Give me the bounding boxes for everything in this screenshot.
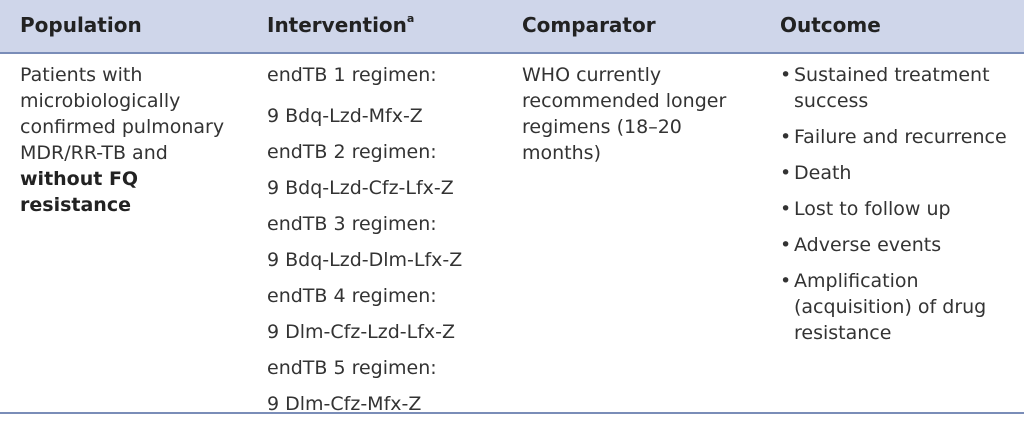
header-intervention: Interventiona xyxy=(267,12,415,37)
intervention-line: 9 Bdq-Lzd-Cfz-Lfx-Z xyxy=(267,177,454,199)
intervention-line: endTB 2 regimen: xyxy=(267,141,437,163)
intervention-line: 9 Dlm-Cfz-Mfx-Z xyxy=(267,393,422,415)
intervention-line: endTB 5 regimen: xyxy=(267,357,437,379)
outcome-item: Death xyxy=(780,160,1015,186)
intervention-line: 9 Bdq-Lzd-Dlm-Lfx-Z xyxy=(267,249,463,271)
comparator-cell: WHO currently recommended longer regimen… xyxy=(522,62,762,166)
intervention-line: 9 Bdq-Lzd-Mfx-Z xyxy=(267,105,423,127)
header-outcome: Outcome xyxy=(780,13,881,37)
intervention-line: endTB 3 regimen: xyxy=(267,213,437,235)
population-bold-text: without FQ resistance xyxy=(20,168,139,216)
header-population: Population xyxy=(20,13,142,37)
outcome-item: Adverse events xyxy=(780,232,1015,258)
footnote-marker: a xyxy=(406,12,415,26)
outcome-item: Lost to follow up xyxy=(780,196,1015,222)
outcome-item: Sustained treatment success xyxy=(780,62,1015,114)
header-intervention-label: Intervention xyxy=(267,13,407,37)
outcome-item: Amplification (acquisition) of drug resi… xyxy=(780,268,1015,346)
table-header: Population Interventiona Comparator Outc… xyxy=(0,0,1024,54)
population-text: Patients with microbiologically confirme… xyxy=(20,64,225,164)
intervention-line: endTB 4 regimen: xyxy=(267,285,437,307)
population-cell: Patients with microbiologically confirme… xyxy=(20,62,255,218)
header-comparator: Comparator xyxy=(522,13,656,37)
intervention-line: endTB 1 regimen: xyxy=(267,64,437,86)
outcome-cell: Sustained treatment success Failure and … xyxy=(780,62,1015,356)
outcome-item: Failure and recurrence xyxy=(780,124,1015,150)
table-bottom-rule xyxy=(0,412,1024,414)
intervention-cell: endTB 1 regimen: 9 Bdq-Lzd-Mfx-Z endTB 2… xyxy=(267,62,507,422)
comparator-text: WHO currently recommended longer regimen… xyxy=(522,64,727,164)
intervention-line: 9 Dlm-Cfz-Lzd-Lfx-Z xyxy=(267,321,456,343)
